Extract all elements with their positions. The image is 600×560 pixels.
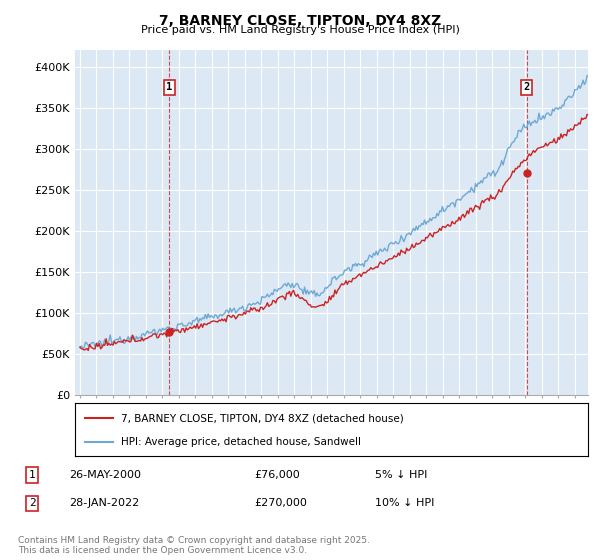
Text: 1: 1: [166, 82, 172, 92]
Text: 28-JAN-2022: 28-JAN-2022: [70, 498, 140, 508]
Text: Contains HM Land Registry data © Crown copyright and database right 2025.
This d: Contains HM Land Registry data © Crown c…: [18, 536, 370, 556]
Text: 26-MAY-2000: 26-MAY-2000: [70, 470, 142, 480]
Text: 1: 1: [29, 470, 35, 480]
Text: Price paid vs. HM Land Registry's House Price Index (HPI): Price paid vs. HM Land Registry's House …: [140, 25, 460, 35]
Text: 7, BARNEY CLOSE, TIPTON, DY4 8XZ: 7, BARNEY CLOSE, TIPTON, DY4 8XZ: [159, 14, 441, 28]
Text: 10% ↓ HPI: 10% ↓ HPI: [375, 498, 434, 508]
Text: £270,000: £270,000: [254, 498, 307, 508]
Text: £76,000: £76,000: [254, 470, 299, 480]
Text: 7, BARNEY CLOSE, TIPTON, DY4 8XZ (detached house): 7, BARNEY CLOSE, TIPTON, DY4 8XZ (detach…: [121, 413, 404, 423]
Text: HPI: Average price, detached house, Sandwell: HPI: Average price, detached house, Sand…: [121, 436, 361, 446]
Text: 2: 2: [29, 498, 35, 508]
Text: 5% ↓ HPI: 5% ↓ HPI: [375, 470, 427, 480]
Text: 2: 2: [524, 82, 530, 92]
